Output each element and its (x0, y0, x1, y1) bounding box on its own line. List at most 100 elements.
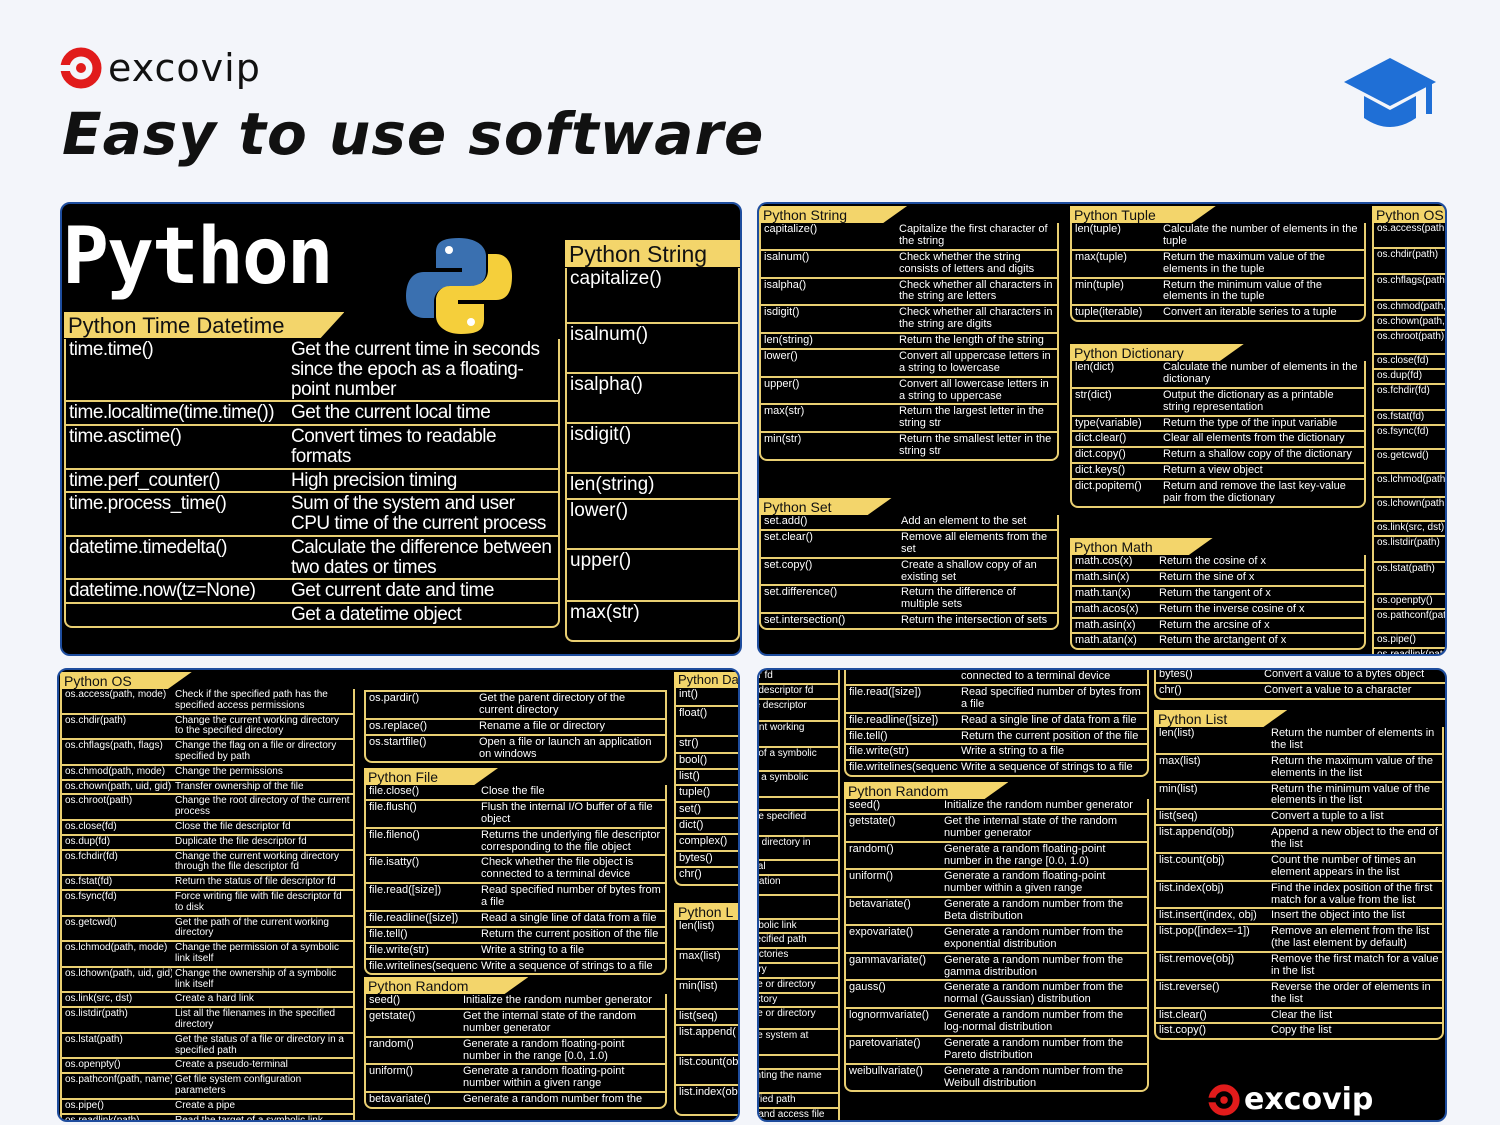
function-description: Return the cosine of x (1159, 555, 1267, 568)
function-name: os.dup(fd) (65, 835, 111, 847)
function-name: len(string) (570, 474, 655, 495)
table-row: os.dup(fd) Duplicate the file descriptor … (62, 833, 353, 849)
function-description: Create a pipe (175, 1099, 236, 1111)
function-description: Close the file (481, 785, 545, 798)
function-name: expovariate() (849, 925, 914, 938)
function-description: Get file system configuration parameters (175, 1074, 302, 1096)
table-row: os.fstat(fd) (1374, 409, 1445, 424)
function-name: len(dict) (1075, 361, 1115, 374)
function-name: n of a symbolic (758, 747, 817, 759)
table-row: isalnum() (567, 322, 738, 372)
function-description: Return and remove the last key-value pai… (1163, 480, 1346, 504)
section-body: file.close() Close the file file.flush() Fl… (364, 785, 667, 976)
function-description: Count the number of times an element app… (1271, 853, 1416, 878)
function-name (759, 1056, 842, 1068)
section-header: Python Dictionary (1070, 344, 1244, 361)
function-name: os.fsync(fd) (1377, 426, 1429, 438)
function-name: os.fchdir(fd) (65, 850, 118, 862)
table-row: datetime.timedelta() Calculate the differ… (66, 534, 558, 579)
table-row: rectories (759, 947, 838, 962)
table-row: chr() Convert a value to a character (1156, 681, 1445, 698)
function-description: Flush the internal I/O buffer of a file … (481, 800, 653, 825)
table-row: math.cos(x) Return the cosine of x (1072, 555, 1364, 569)
table-row: upper() (567, 548, 738, 600)
function-name: betavariate() (849, 898, 911, 911)
function-description: connected to a terminal device (961, 670, 1111, 682)
table-row: os.chown(path, uid, gid) Transfer ownersh… (62, 778, 353, 794)
function-description: Append a new object to the end of the li… (1271, 826, 1438, 851)
function-name: set.add() (764, 515, 808, 528)
table-row: time.perf_counter() High precision timing (66, 467, 558, 492)
function-name: complex() (679, 834, 728, 847)
table-row: list.clear() Clear the list (1156, 1006, 1442, 1023)
function-description: Return the type of the input variable (1163, 416, 1338, 429)
function-description: Open a file or launch an application on … (479, 735, 652, 760)
table-row: min(str) Return the smallest letter in th… (761, 431, 1057, 459)
table-row: file.write(str) Write a string to a file (846, 743, 1147, 759)
function-description: Check whether the string consists of let… (899, 250, 1035, 275)
function-description: High precision timing (291, 469, 457, 491)
table-row: dict.keys() Return a view object (1072, 462, 1364, 478)
function-name: time.asctime() (69, 426, 182, 447)
function-description: Copy the list (1271, 1024, 1332, 1037)
table-row (759, 795, 838, 809)
function-name: os.getcwd() (1377, 450, 1429, 462)
table-row: os.lstat(path) Get the status of a file o… (62, 1031, 353, 1058)
table-row: min(list) Return the minimum value of the… (1156, 780, 1442, 809)
table-row: max(tuple) Return the maximum value of th… (1072, 248, 1364, 277)
table-row: mbolic link (759, 917, 838, 933)
function-name: len(tuple) (1075, 223, 1121, 236)
function-name: file.writelines(sequence) (369, 959, 478, 972)
function-description: Generate a random number from the Pareto… (944, 1036, 1124, 1061)
section-body: os.access(path, os.chdir(path) os.chflags(… (1372, 223, 1445, 656)
table-row: tor fd (759, 670, 838, 683)
function-name: gauss() (849, 981, 886, 994)
function-name: upper() (570, 550, 632, 571)
section-random: Python Random seed() Initialize the random… (844, 782, 1149, 1093)
table-row: tory (759, 961, 838, 977)
function-name: random() (369, 1037, 414, 1050)
function-description: Write a sequence of strings to a file (481, 959, 653, 972)
function-description: Convert all lowercase letters in a strin… (899, 377, 1049, 402)
function-name: max(list) (679, 950, 721, 963)
table-row: list.append(obj) Append a new object to t… (1156, 824, 1442, 852)
function-name: isalpha() (570, 374, 643, 395)
function-description: Change the root directory of the current… (175, 795, 350, 818)
table-row: set.copy() Create a shallow copy of an ex… (761, 556, 1057, 585)
section-body: os.pardir() Get the parent directory of t… (364, 690, 667, 764)
function-description: Read the target of a symbolic link (175, 1114, 323, 1122)
table-row: os.chflags(path (1374, 273, 1445, 299)
function-name: bytes() (1159, 668, 1193, 680)
function-name: uniform() (369, 1065, 414, 1078)
function-name: chr() (1159, 683, 1182, 696)
function-description: Change the permission of a symbolic link… (175, 942, 339, 965)
table-row: ectory (759, 991, 838, 1007)
table-row: os.chroot(path) Change the root directory… (62, 793, 353, 819)
function-description: Convert times to readable formats (291, 426, 497, 467)
function-description: Return the arcsine of x (1159, 618, 1270, 631)
function-description: Generate a random number from the Beta d… (944, 898, 1124, 923)
function-name: len(list) (1159, 727, 1195, 740)
excovip-logo-icon (60, 47, 102, 89)
table-row: os.close(fd) (1374, 353, 1445, 368)
section-body: seed() Initialize the random number gener… (364, 994, 667, 1110)
table-row: os.chmod(path, mode) Change the permissio… (62, 763, 353, 779)
table-row: os.link(src, dst) (1374, 520, 1445, 535)
function-name: os.readlink(pat (1377, 649, 1443, 656)
function-name: tuple(iterable) (1075, 306, 1143, 319)
section-body: capitalize() isalnum() isalpha() isdigit() l… (565, 268, 740, 642)
function-name: gammavariate() (849, 953, 927, 966)
function-description: Create a shallow copy of an existing set (901, 558, 1037, 583)
function-name: uniform() (849, 870, 894, 883)
function-description: Clear the list (1271, 1008, 1333, 1021)
table-row: capitalize() (567, 268, 738, 322)
function-name: time.perf_counter() (69, 469, 221, 491)
table-row: lognormvariate() Generate a random number… (846, 1007, 1147, 1035)
table-row: set.clear() Remove all elements from the … (761, 528, 1057, 557)
function-name: pecified path (759, 934, 807, 946)
function-name: max(str) (764, 405, 805, 418)
excovip-logo-icon (1208, 1083, 1240, 1116)
function-name: n and access file (757, 1109, 825, 1121)
function-name: isalnum() (764, 250, 810, 263)
section-osfrag: tor fd e descriptor fd ile descriptor rent … (757, 670, 842, 1121)
